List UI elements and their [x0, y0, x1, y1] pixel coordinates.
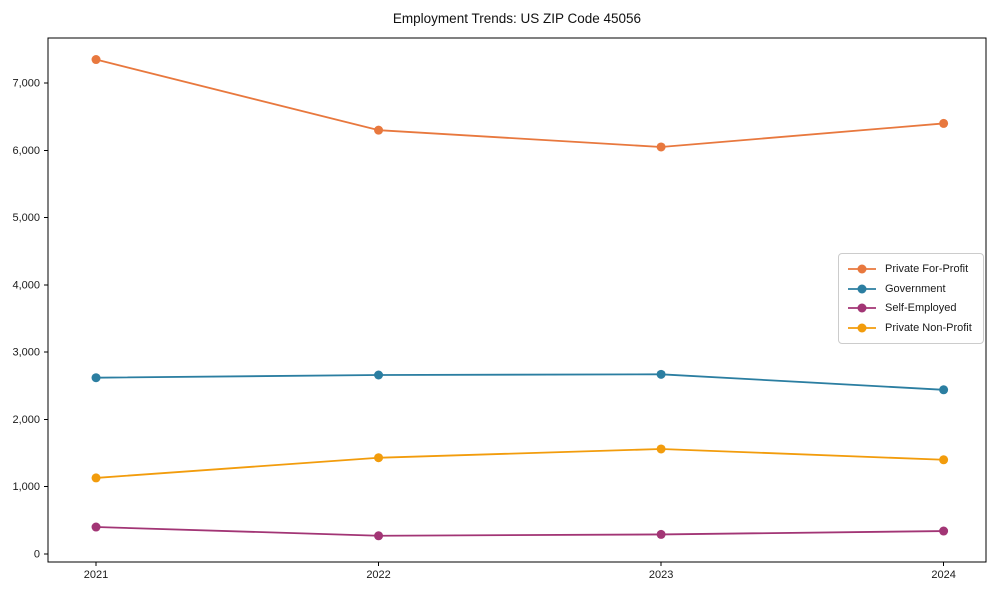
legend-marker-icon	[848, 303, 876, 313]
legend-marker-icon	[848, 284, 876, 294]
data-point-private-non-profit-2022	[374, 453, 384, 463]
series-line-private-for-profit	[95, 58, 945, 148]
data-point-private-for-profit-2023	[656, 142, 666, 152]
data-point-government-2022	[374, 370, 384, 380]
data-point-self-employed-2023	[656, 529, 666, 539]
legend-label: Self-Employed	[885, 302, 957, 315]
legend-label: Private For-Profit	[885, 262, 969, 275]
series-line-government	[95, 373, 945, 391]
legend: Private For-Profit Government Self-Employe…	[838, 253, 984, 344]
x-tick-label: 2021	[84, 569, 108, 581]
data-point-government-2021	[91, 373, 101, 383]
data-point-private-for-profit-2022	[374, 125, 384, 135]
y-tick-label: 3,000	[12, 347, 40, 359]
y-tick-label: 1,000	[12, 481, 40, 493]
data-point-self-employed-2022	[374, 531, 384, 541]
data-point-self-employed-2024	[939, 526, 949, 536]
data-point-self-employed-2021	[91, 522, 101, 532]
legend-label: Private Non-Profit	[885, 322, 972, 335]
chart-title: Employment Trends: US ZIP Code 45056	[392, 11, 642, 26]
plot-border	[47, 37, 987, 563]
legend-marker-icon	[848, 264, 876, 274]
series-line-self-employed	[95, 526, 945, 537]
data-point-private-non-profit-2023	[656, 444, 666, 454]
legend-marker-icon	[848, 323, 876, 333]
y-tick-label: 2,000	[12, 414, 40, 426]
y-tick-label: 6,000	[12, 145, 40, 157]
data-point-private-non-profit-2021	[91, 473, 101, 483]
y-tick-label: 5,000	[12, 212, 40, 224]
legend-label: Government	[885, 282, 946, 295]
legend-item-self-employed: Self-Employed	[846, 299, 977, 319]
y-tick-label: 0	[34, 548, 40, 560]
y-tick-label: 4,000	[12, 279, 40, 291]
legend-item-private-for-profit: Private For-Profit	[846, 259, 977, 279]
series-line-private-non-profit	[95, 448, 945, 479]
legend-item-private-non-profit: Private Non-Profit	[846, 318, 977, 338]
data-point-private-for-profit-2021	[91, 55, 101, 65]
x-tick-label: 2024	[931, 569, 955, 581]
data-point-government-2023	[656, 369, 666, 379]
data-point-government-2024	[939, 385, 949, 395]
x-tick-label: 2023	[649, 569, 673, 581]
legend-item-government: Government	[846, 279, 977, 299]
y-tick-label: 7,000	[12, 78, 40, 90]
data-point-private-non-profit-2024	[939, 455, 949, 465]
data-point-private-for-profit-2024	[939, 118, 949, 128]
x-tick-label: 2022	[366, 569, 390, 581]
